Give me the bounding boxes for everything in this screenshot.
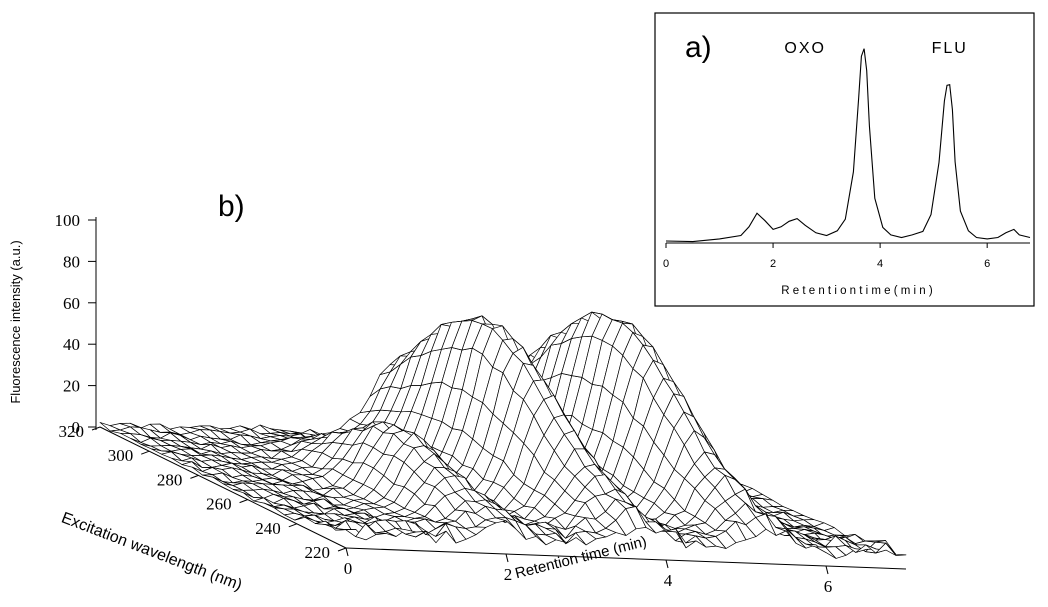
panel-b-retention-tick-label: 2: [504, 565, 513, 584]
panel-b-retention-tick: [505, 553, 509, 563]
panel-b-wavelength-tick-label: 260: [206, 495, 232, 514]
panel-b-z-tick-label: 0: [72, 418, 81, 437]
panel-b-z-tick-label: 40: [63, 335, 80, 354]
panel-b-wavelength-tick: [337, 547, 347, 552]
panel-b-z-tick-label: 60: [63, 294, 80, 313]
panel-a-trace: [665, 48, 1031, 243]
panel-b-wavelength-axis-label: Excitation wavelength (nm): [59, 509, 244, 594]
panel-b-mesh: [99, 311, 907, 559]
panel-b-wavelength-tick-label: 280: [157, 470, 183, 489]
panel-a-x-tick-label: 6: [984, 258, 990, 270]
panel-b-wavelength-tick-label: 320: [59, 422, 85, 441]
panel-b-retention-tick: [345, 547, 349, 557]
panel-b-wavelength-tick-label: 220: [305, 543, 331, 562]
panel-b-retention-tick-label: 0: [344, 559, 353, 578]
panel-b-label: b): [218, 190, 245, 223]
panel-b-retention-tick-label: 4: [664, 571, 673, 590]
panel-b-wavelength-tick: [239, 499, 248, 504]
panel-b-z-tick-label: 100: [55, 211, 81, 230]
panel-b-wavelength-tick-label: 300: [108, 446, 134, 465]
panel-a-x-axis-label: R e t e n t i o n t i m e ( m i n ): [781, 285, 933, 297]
panel-a-chromatogram: a) 0 2 4 6 OXO FLU R e t e n t i o n t i m e…: [654, 12, 1035, 307]
panel-b-wavelength-tick: [190, 474, 199, 479]
panel-a-frame: [654, 12, 1035, 307]
panel-a-peak-label: OXO: [784, 40, 826, 57]
panel-b-z-axis-label: Fluorescence intensity (a.u.): [8, 240, 23, 403]
panel-b-wavelength-tick: [91, 426, 101, 431]
panel-b-wavelength-axis-line: [99, 426, 347, 549]
panel-b-retention-axis-line: [345, 547, 907, 570]
panel-a-annotations: OXO FLU: [784, 40, 968, 57]
panel-a-x-tick-label: 2: [770, 258, 776, 270]
panel-b-retention-tick-label: 6: [824, 577, 833, 596]
panel-a-peak-label: FLU: [932, 40, 968, 57]
panel-b-surface-cell: [885, 542, 907, 556]
panel-b-retention-tick: [665, 559, 669, 569]
panel-b-wavelength-tick: [288, 523, 297, 528]
panel-a-x-tick-label: 4: [877, 258, 883, 270]
panel-a-label: a): [685, 31, 712, 64]
panel-b-retention-tick: [825, 565, 829, 575]
panel-b-z-tick-label: 20: [63, 377, 80, 396]
panel-a-axes: 0 2 4 6: [663, 242, 1030, 270]
panel-b-z-tick-label: 80: [63, 252, 80, 271]
panel-b-wavelength-tick: [141, 450, 150, 455]
panel-a-x-tick-label: 0: [663, 258, 669, 270]
panel-b-wavelength-tick-label: 240: [255, 519, 281, 538]
